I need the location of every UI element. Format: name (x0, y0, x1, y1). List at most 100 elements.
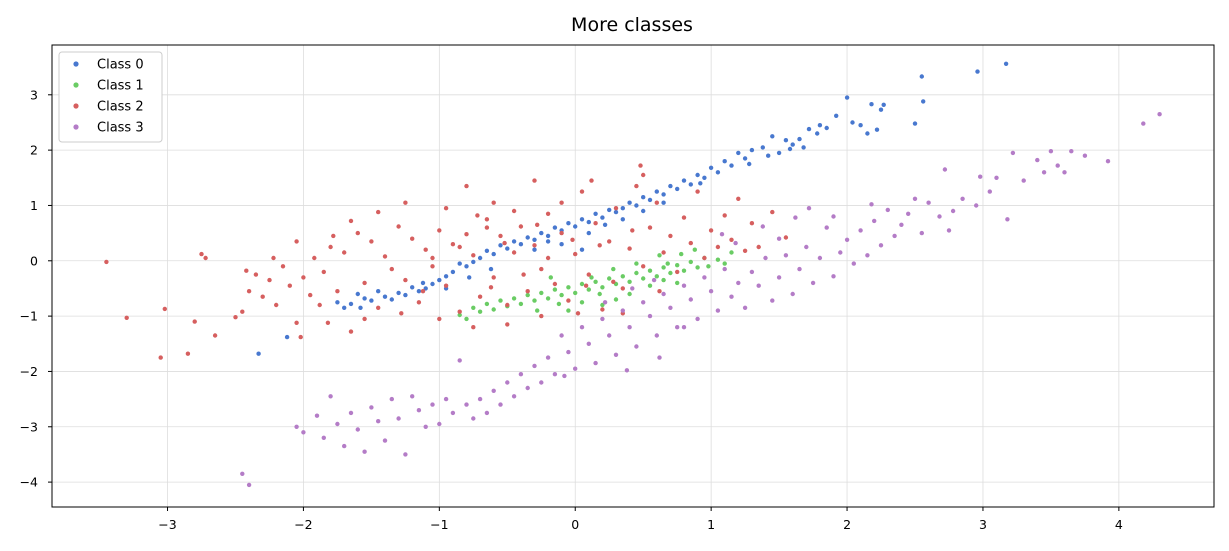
data-point (423, 424, 428, 429)
data-point (708, 165, 714, 170)
data-point (1003, 61, 1009, 66)
data-point (491, 275, 496, 280)
data-point (736, 280, 741, 286)
data-point (729, 294, 734, 299)
data-point (505, 380, 510, 385)
data-point (722, 266, 727, 272)
data-point (539, 313, 544, 319)
data-point (491, 388, 496, 393)
data-point (817, 123, 823, 128)
data-point (647, 225, 653, 230)
data-point (702, 255, 707, 261)
data-point (661, 291, 666, 297)
data-point (865, 131, 870, 136)
data-point (317, 302, 322, 308)
data-point (477, 309, 483, 314)
data-point (583, 283, 589, 288)
data-point (620, 206, 625, 211)
data-point (906, 211, 911, 216)
data-point (464, 402, 469, 407)
data-point (443, 396, 449, 402)
data-point (573, 290, 578, 296)
data-point (1041, 170, 1047, 175)
data-point (770, 134, 775, 139)
data-point (627, 291, 632, 297)
data-point (611, 279, 616, 284)
data-point (362, 280, 367, 286)
data-point (369, 298, 374, 303)
data-point (464, 232, 469, 237)
data-point (443, 206, 449, 211)
x-tick-label: 1 (707, 517, 715, 532)
data-point (403, 277, 408, 283)
data-point (471, 253, 476, 258)
data-point (484, 301, 490, 307)
data-point (620, 286, 625, 291)
data-point (355, 427, 360, 432)
data-point (736, 196, 741, 201)
data-point (668, 183, 673, 189)
data-point (586, 341, 591, 346)
data-point (539, 290, 544, 296)
data-point (464, 264, 469, 269)
data-point (521, 272, 526, 277)
data-point (722, 261, 727, 266)
data-point (389, 396, 394, 402)
data-point (634, 261, 639, 266)
data-point (471, 416, 476, 421)
data-point (675, 186, 680, 192)
data-point (552, 281, 558, 287)
data-point (950, 208, 956, 214)
data-point (806, 206, 812, 211)
data-point (607, 276, 612, 281)
data-point (562, 373, 567, 379)
data-point (675, 280, 680, 286)
data-point (638, 163, 643, 168)
data-point (708, 289, 714, 294)
data-point (312, 255, 317, 261)
data-point (688, 240, 693, 246)
data-point (688, 182, 693, 187)
data-point (624, 368, 630, 373)
data-point (457, 261, 462, 266)
data-point (593, 279, 598, 284)
data-point (362, 449, 367, 454)
data-point (355, 291, 360, 297)
data-point (552, 225, 558, 230)
data-point (824, 125, 829, 131)
data-point (695, 189, 700, 194)
data-point (1035, 157, 1040, 163)
x-tick-label: 4 (1115, 517, 1123, 532)
data-point (654, 200, 659, 205)
data-point (246, 289, 252, 294)
data-point (675, 325, 680, 330)
data-point (647, 283, 653, 288)
data-point (410, 394, 415, 399)
data-point (416, 300, 422, 305)
data-point (600, 215, 605, 220)
data-point (1141, 121, 1146, 126)
data-point (396, 290, 401, 296)
data-point (912, 196, 918, 201)
data-point (589, 275, 594, 280)
data-point (630, 228, 635, 233)
data-point (613, 352, 619, 357)
data-point (539, 230, 544, 236)
data-point (579, 300, 585, 305)
data-point (518, 242, 524, 247)
data-point (477, 255, 483, 261)
data-point (747, 161, 752, 167)
data-point (899, 222, 904, 227)
data-point (579, 325, 585, 330)
data-point (566, 285, 571, 290)
data-point (589, 178, 594, 183)
data-point (511, 296, 517, 301)
data-point (627, 200, 632, 205)
y-tick-label: −2 (20, 364, 38, 379)
data-point (801, 145, 806, 150)
data-point (396, 224, 401, 229)
data-point (280, 264, 286, 269)
y-tick-label: −1 (20, 309, 38, 324)
data-point (491, 200, 496, 205)
data-point (885, 207, 890, 213)
